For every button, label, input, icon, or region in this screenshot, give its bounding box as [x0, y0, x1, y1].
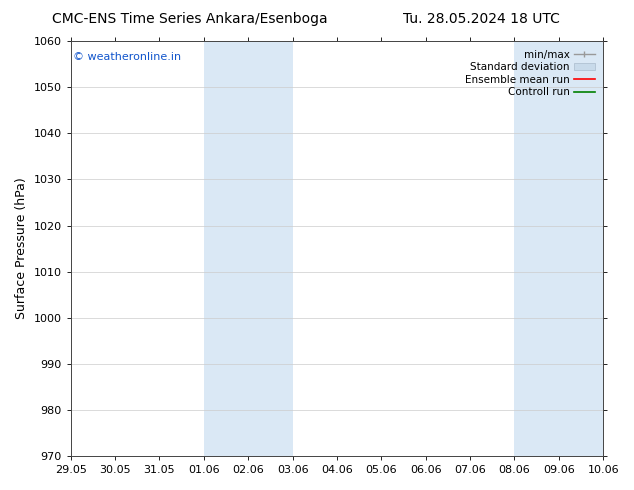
Text: Tu. 28.05.2024 18 UTC: Tu. 28.05.2024 18 UTC: [403, 12, 560, 26]
Text: © weatheronline.in: © weatheronline.in: [74, 51, 181, 62]
Legend: min/max, Standard deviation, Ensemble mean run, Controll run: min/max, Standard deviation, Ensemble me…: [462, 47, 598, 100]
Text: CMC-ENS Time Series Ankara/Esenboga: CMC-ENS Time Series Ankara/Esenboga: [53, 12, 328, 26]
Y-axis label: Surface Pressure (hPa): Surface Pressure (hPa): [15, 178, 28, 319]
Bar: [204, 41, 292, 456]
Bar: [514, 41, 603, 456]
